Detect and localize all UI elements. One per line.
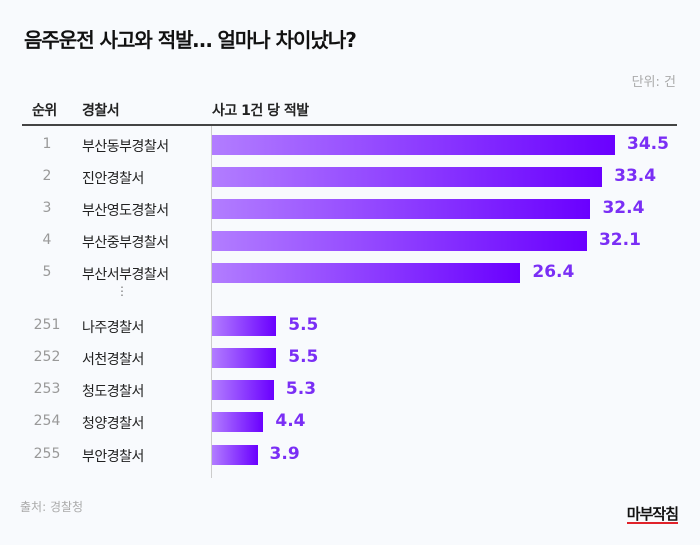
bar — [212, 445, 258, 465]
value-label: 34.5 — [627, 134, 669, 154]
value-label: 3.9 — [269, 444, 300, 464]
station-label: 부안경찰서 — [82, 449, 144, 465]
value-label: 26.4 — [532, 262, 575, 282]
station-label: 부산서부경찰서 — [82, 267, 169, 283]
station-label: 청양경찰서 — [82, 416, 144, 432]
station-label: 부산중부경찰서 — [82, 235, 169, 251]
source-label: 출처: 경찰청 — [20, 500, 84, 514]
bar — [212, 231, 587, 251]
chart-title: 음주운전 사고와 적발… 얼마나 차이났나? — [24, 28, 357, 52]
bar — [212, 263, 521, 283]
rank-label: 4 — [42, 232, 52, 248]
value-label: 5.5 — [288, 347, 319, 367]
bar — [212, 412, 264, 432]
rank-label: 253 — [33, 381, 61, 397]
rank-label: 5 — [42, 264, 52, 280]
bar — [212, 199, 591, 219]
bar — [212, 316, 277, 336]
header-station: 경찰서 — [82, 103, 120, 119]
station-label: 나주경찰서 — [82, 320, 144, 336]
bar — [212, 348, 277, 368]
axis-line — [211, 126, 212, 478]
value-label: 32.1 — [598, 230, 641, 250]
station-label: 서천경찰서 — [82, 352, 144, 368]
value-label: 33.4 — [614, 166, 657, 186]
station-label: 부산동부경찰서 — [82, 139, 169, 155]
rank-label: 255 — [33, 446, 61, 462]
rank-label: 254 — [33, 413, 61, 429]
value-label: 4.4 — [275, 411, 306, 431]
rank-label: 1 — [42, 136, 52, 152]
station-label: 부산영도경찰서 — [82, 203, 169, 219]
unit-label: 단위: 건 — [631, 75, 676, 90]
bar — [212, 135, 615, 155]
bar — [212, 380, 274, 400]
value-label: 5.3 — [285, 379, 317, 399]
ellipsis: ⋮ — [116, 284, 128, 298]
rank-label: 252 — [33, 349, 61, 365]
rank-label: 3 — [42, 200, 52, 216]
station-label: 청도경찰서 — [82, 384, 144, 400]
logo: 마부작침 — [626, 505, 679, 524]
rank-label: 2 — [42, 168, 52, 184]
header-rank: 순위 — [32, 103, 57, 119]
header-divider — [22, 124, 677, 126]
value-label: 5.5 — [288, 315, 319, 335]
bar — [212, 167, 603, 187]
value-label: 32.4 — [602, 198, 645, 218]
station-label: 진안경찰서 — [82, 171, 144, 187]
header-value: 사고 1건 당 적발 — [212, 103, 309, 119]
rank-label: 251 — [33, 317, 61, 333]
